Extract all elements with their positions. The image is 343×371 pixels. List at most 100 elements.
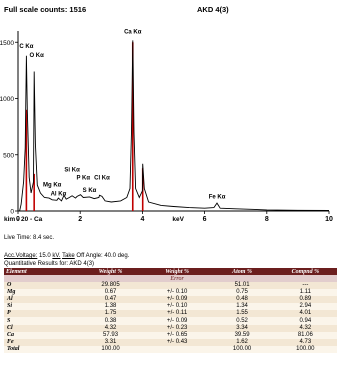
table-cell: 29.805 [77, 282, 144, 290]
peak-label: Ca Kα [124, 29, 142, 35]
table-cell: 4.32 [77, 324, 144, 332]
table-cell: 100.00 [210, 345, 274, 353]
table-cell: 0.94 [273, 317, 337, 325]
x-tick-label: 10 [325, 216, 333, 223]
y-tick-label: 1500 [0, 40, 14, 47]
table-cell: +/- 0.10 [143, 289, 211, 297]
table-cell: 0.48 [210, 296, 274, 304]
table-cell [143, 345, 211, 353]
table-cell: 1.38 [77, 303, 144, 311]
table-row: S 0.38 +/- 0.09 0.52 0.94 [4, 317, 337, 325]
sub-empty [210, 275, 274, 282]
table-cell: 0.52 [210, 317, 274, 325]
x-tick-label: 2 [78, 216, 82, 223]
kv-unit: kV. [52, 253, 61, 259]
acc-voltage-label: Acc.Voltage: [4, 253, 38, 259]
table-row: Al 0.47 +/- 0.09 0.48 0.89 [4, 296, 337, 304]
col-error-sub: Error [143, 275, 211, 282]
table-cell: +/- 0.11 [143, 310, 211, 318]
table-cell: Total [4, 345, 78, 353]
eds-spectrum-chart: 0 500 1000 1500 0 2 4 6 8 10 C Kα O Kα Ca Kα Si Kα P K… [0, 29, 333, 223]
table-cell: 1.34 [210, 303, 274, 311]
peak-label: C Kα [19, 44, 33, 50]
sample-title: AKD 4(3) [197, 5, 229, 14]
table-cell: +/- 0.09 [143, 317, 211, 325]
table-cell: +/- 0.10 [143, 303, 211, 311]
col-weight-error: Weight % [143, 268, 211, 275]
table-row: Total 100.00 100.00 100.00 [4, 345, 337, 353]
peak-label: Fe Kα [209, 195, 226, 201]
table-row: Mg 0.67 +/- 0.10 0.75 1.11 [4, 289, 337, 297]
table-cell: +/- 0.09 [143, 296, 211, 304]
table-cell: +/- 0.23 [143, 324, 211, 332]
sub-empty [4, 275, 78, 282]
table-cell: 81.06 [273, 331, 337, 339]
table-row: Cl 4.32 +/- 0.23 3.34 4.32 [4, 324, 337, 332]
table-row: Fe 3.31 +/- 0.43 1.62 4.73 [4, 338, 337, 346]
peak-label: S Kα [83, 188, 97, 194]
table-cell: 1.75 [77, 310, 144, 318]
table-cell: 51.01 [210, 282, 274, 290]
table-cell: 2.94 [273, 303, 337, 311]
table-cell [143, 282, 211, 290]
y-tick-label: 1000 [0, 96, 14, 103]
table-row: Si 1.38 +/- 0.10 1.34 2.94 [4, 303, 337, 311]
table-cell: +/- 0.43 [143, 338, 211, 346]
table-cell: 0.67 [77, 289, 144, 297]
peak-label: O Kα [29, 53, 44, 59]
table-cell: +/- 0.65 [143, 331, 211, 339]
table-cell: Al [4, 296, 78, 304]
table-cell: 4.32 [273, 324, 337, 332]
table-cell: 100.00 [77, 345, 144, 353]
table-cell: 1.11 [273, 289, 337, 297]
peak-label: Al Kα [51, 191, 67, 197]
x-tick-label: 0 [16, 216, 20, 223]
take-off-angle: Off Angle: 40.0 deg. [74, 253, 130, 259]
acc-voltage-value: 15.0 [37, 253, 53, 259]
col-element: Element [4, 268, 78, 275]
table-cell: O [4, 282, 78, 290]
live-time: Live Time: 8.4 sec. [4, 235, 55, 241]
sub-empty [273, 275, 337, 282]
table-cell: 0.38 [77, 317, 144, 325]
take-label: Take [62, 253, 75, 259]
table-cell: 100.00 [273, 345, 337, 353]
table-cell: 0.47 [77, 296, 144, 304]
y-tick-label: 0 [10, 209, 14, 216]
table-cell: Ca [4, 331, 78, 339]
table-cell: 0.75 [210, 289, 274, 297]
x-tick-label: 8 [265, 216, 269, 223]
table-cell: 1.62 [210, 338, 274, 346]
spectrum-line [19, 40, 330, 212]
table-cell: 3.31 [77, 338, 144, 346]
table-cell: 39.59 [210, 331, 274, 339]
table-cell: 0.89 [273, 296, 337, 304]
x-tick-label: 6 [203, 216, 207, 223]
table-cell: P [4, 310, 78, 318]
col-atom: Atom % [210, 268, 274, 275]
table-cell: Mg [4, 289, 78, 297]
table-cell: Cl [4, 324, 78, 332]
table-cell: --- [273, 282, 337, 290]
table-row: P 1.75 +/- 0.11 1.55 4.01 [4, 310, 337, 318]
x-axis-label: keV [172, 216, 184, 223]
col-compnd: Compnd % [273, 268, 337, 275]
full-scale-counts: Full scale counts: 1516 [4, 5, 87, 14]
table-cell: 57.93 [77, 331, 144, 339]
table-row: O 29.805 51.01 --- [4, 282, 337, 290]
table-cell: 4.01 [273, 310, 337, 318]
quant-results-table: Element Weight % Weight % Atom % Compnd … [4, 268, 337, 353]
peak-label: Si Kα [64, 168, 80, 174]
col-weight: Weight % [77, 268, 144, 275]
y-tick-label: 500 [3, 152, 14, 159]
table-cell: 4.73 [273, 338, 337, 346]
peak-label: Mg Kα [43, 182, 62, 188]
table-row: Ca 57.93 +/- 0.65 39.59 81.06 [4, 331, 337, 339]
table-cell: S [4, 317, 78, 325]
table-cell: 1.55 [210, 310, 274, 318]
table-cell: Si [4, 303, 78, 311]
x-tick-label: 4 [140, 216, 144, 223]
quant-results-title: Quantitative Results for: AKD 4(3) [4, 261, 95, 267]
sample-corner-label: kim - 20 - Ca [4, 216, 43, 223]
sub-empty [77, 275, 144, 282]
